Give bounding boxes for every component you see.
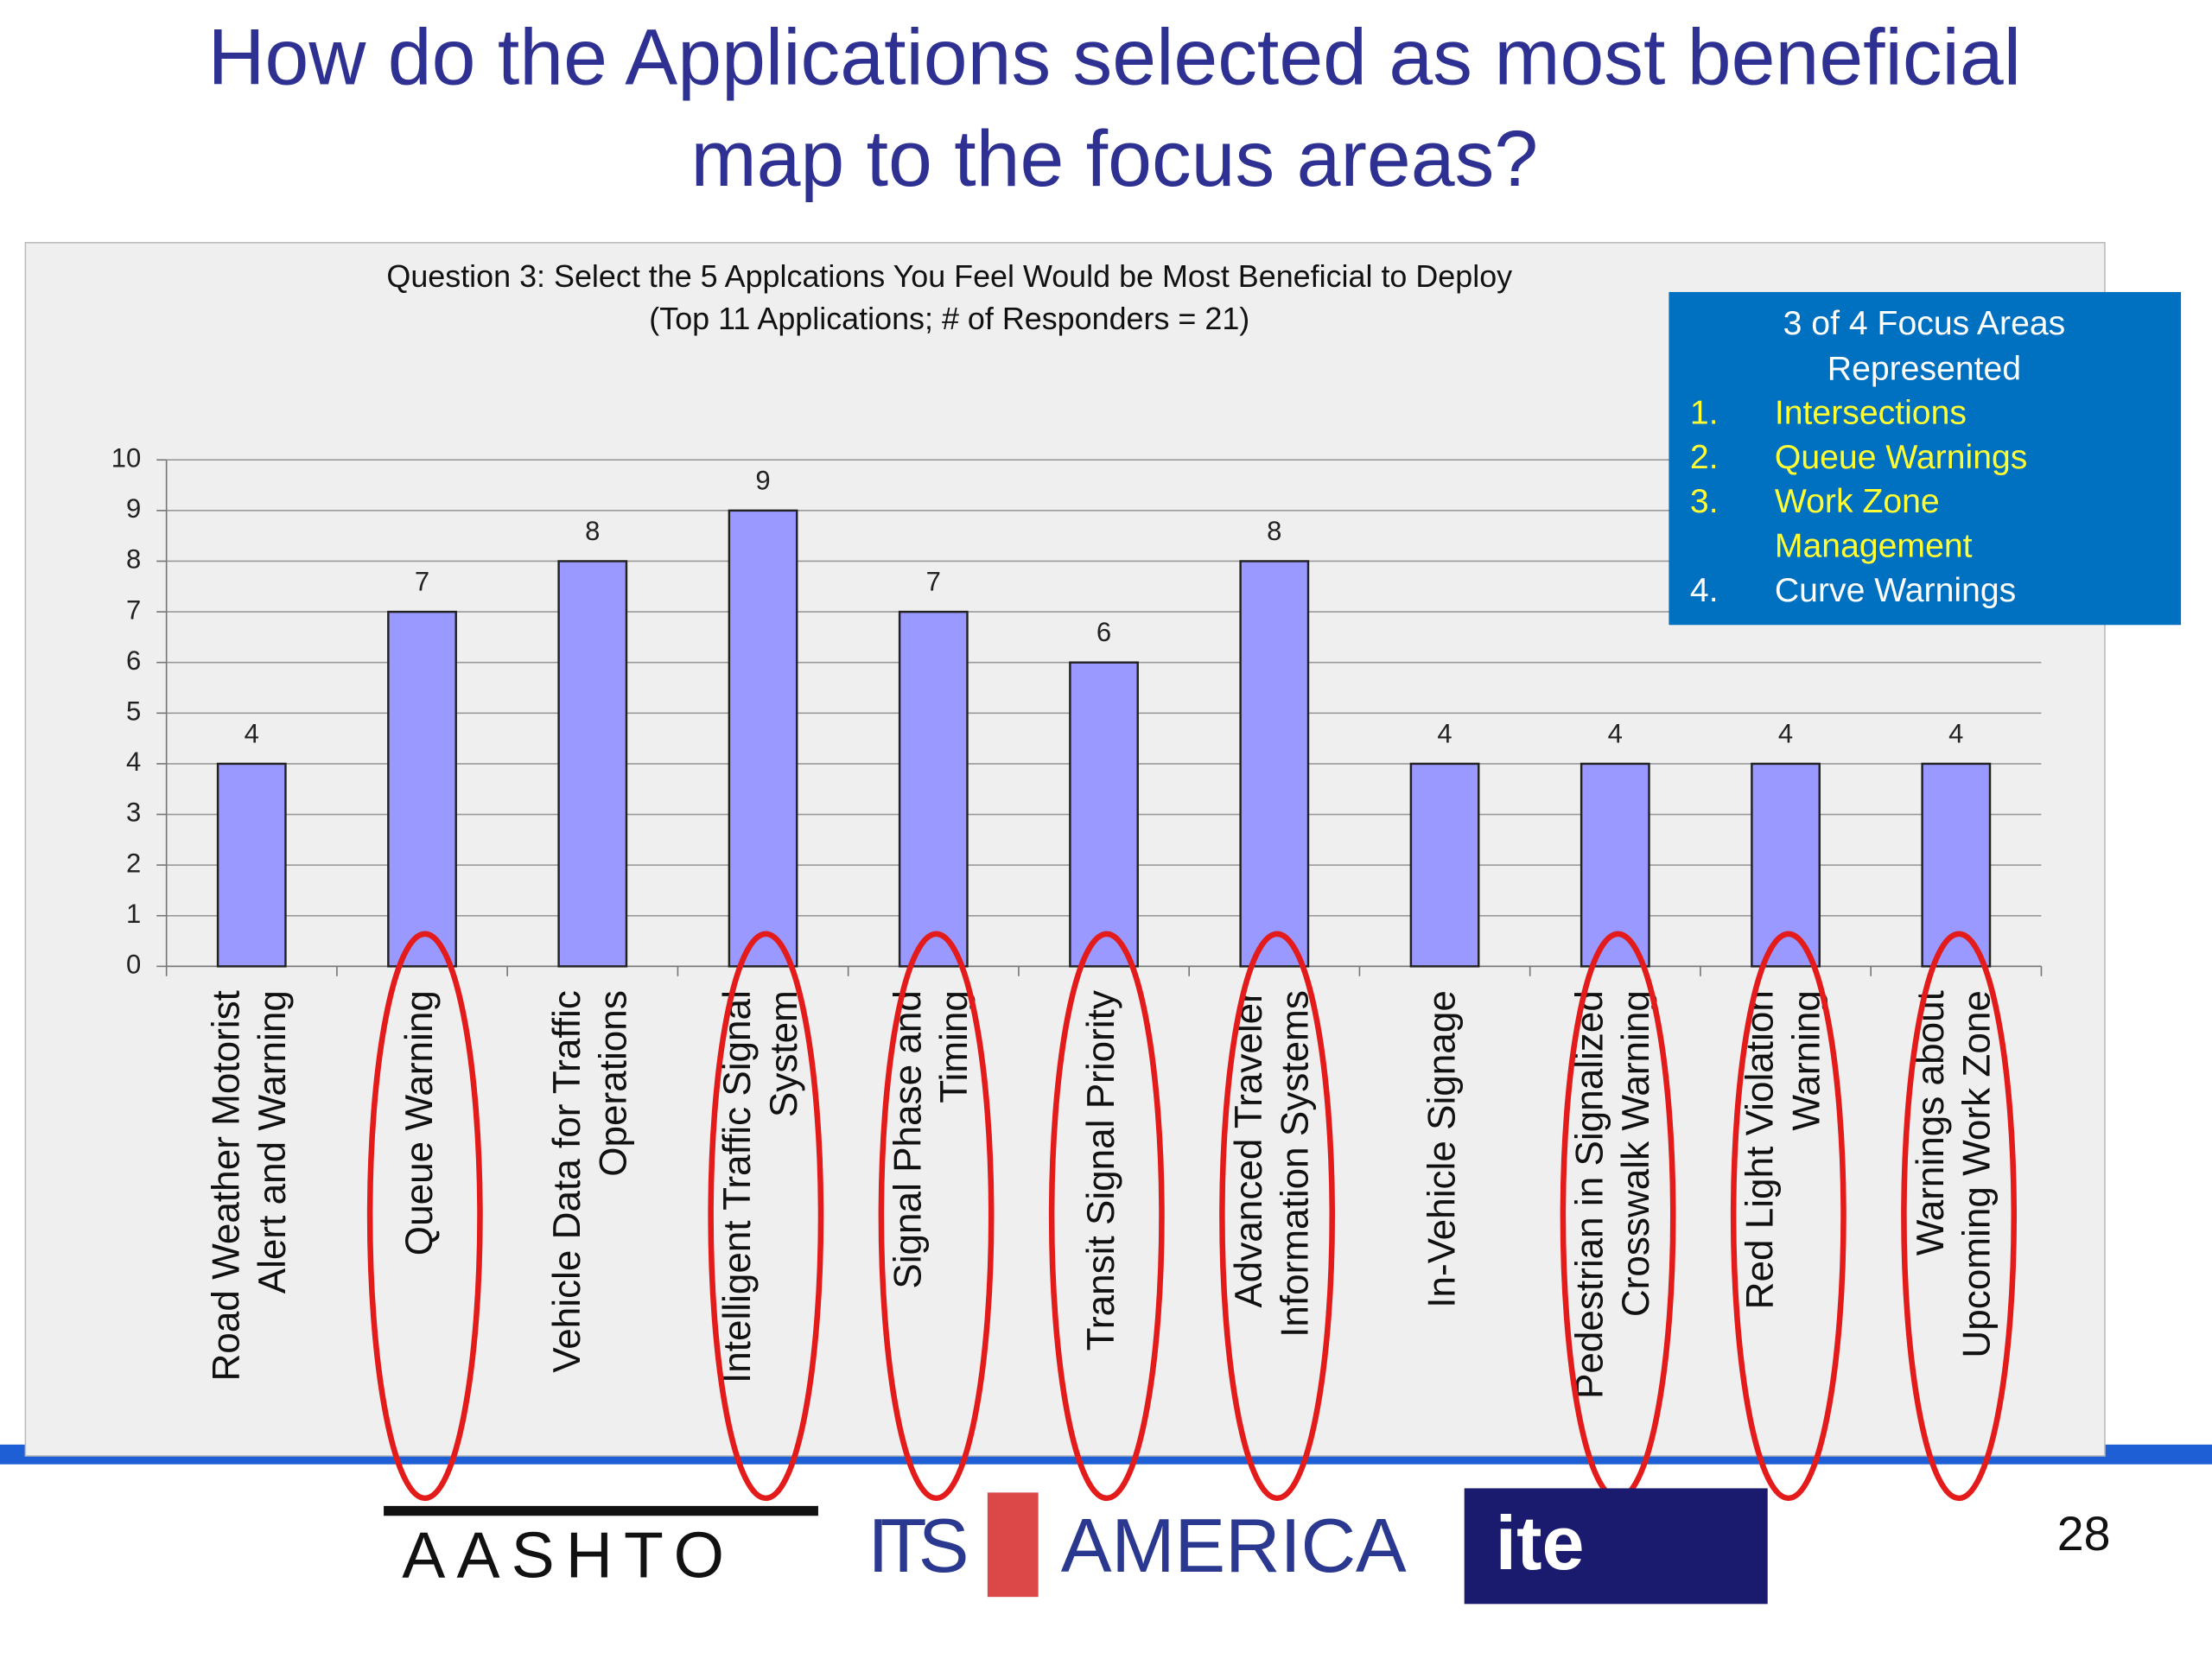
x-tick-label: Red Light Violation Warning: [1738, 990, 1827, 1309]
page-number: 28: [2057, 1507, 2111, 1560]
data-label: 4: [1778, 718, 1793, 748]
x-tick-label: Warnings about Upcoming Work Zone: [1910, 990, 1999, 1357]
y-tick-label: 9: [126, 493, 141, 524]
callout-box: [1669, 291, 2182, 626]
callout-number: 2.: [1690, 439, 1719, 476]
slide-title: How do the Applications selected as most…: [208, 14, 2021, 204]
highlight-circle: [1730, 931, 1847, 1502]
data-label: 8: [1267, 516, 1281, 546]
y-tick-label: 6: [126, 645, 141, 676]
x-tick-label: In-Vehicle Signage: [1421, 990, 1464, 1308]
callout-item: Curve Warnings: [1775, 572, 2016, 609]
highlight-circle: [878, 931, 995, 1502]
data-label: 4: [1948, 718, 1963, 748]
bar: [898, 610, 969, 968]
logo-its: ITS: [868, 1503, 969, 1588]
logo-america: AMERICA: [1061, 1503, 1407, 1588]
highlight-circle: [1048, 931, 1165, 1502]
logo-ite-box: [1464, 1488, 1768, 1605]
callout-heading: 3 of 4 Focus Areas Represented: [1783, 305, 2066, 387]
data-label: 9: [755, 465, 770, 495]
y-tick-label: 5: [126, 696, 141, 726]
y-tick-label: 1: [126, 899, 141, 929]
data-label: 8: [585, 516, 600, 546]
bar: [1409, 762, 1480, 968]
data-label: 4: [245, 718, 259, 748]
bar: [1239, 560, 1310, 968]
y-tick-label: 4: [126, 747, 141, 777]
bar: [216, 762, 287, 968]
y-tick-label: 7: [126, 594, 141, 625]
callout-list: 1. Intersections 2. Queue Warnings 3. Work Zo…: [1690, 394, 2027, 609]
y-tick-label: 10: [111, 442, 142, 473]
highlight-circle: [1219, 931, 1336, 1502]
callout-item: Queue Warnings: [1775, 439, 2028, 476]
bar: [1069, 661, 1139, 968]
x-tick-label: Advanced Traveler Information Systems: [1228, 990, 1317, 1338]
data-label: 4: [1608, 718, 1623, 748]
highlight-circle: [366, 931, 483, 1502]
logo-aashto: AASHTO: [402, 1519, 735, 1592]
callout-item: Work Zone Management: [1775, 483, 1973, 564]
x-tick-label: Queue Warning: [398, 990, 441, 1255]
x-tick-label: Road Weather Motorist Alert and Warning: [205, 990, 294, 1381]
x-tick-label: Pedestrian in Signalized Crosswalk Warnin…: [1568, 990, 1657, 1399]
y-tick-label: 3: [126, 798, 141, 828]
logo-ite: ite: [1496, 1500, 1585, 1586]
y-tick-label: 8: [126, 544, 141, 575]
chart-title: Question 3: Select the 5 Applcations You…: [386, 259, 1512, 337]
highlight-circle: [1901, 931, 2018, 1502]
x-tick-label: Vehicle Data for Traffic Operations: [545, 990, 634, 1373]
data-label: 6: [1096, 617, 1111, 647]
callout-number: 4.: [1690, 572, 1719, 609]
data-label: 4: [1437, 718, 1452, 748]
y-tick-label: 2: [126, 848, 141, 878]
plot: 0 1 2 3 4 5 6 7 8 9 10 4 Road Weather Motorist Alert …: [111, 442, 2043, 1502]
bar: [387, 610, 457, 968]
logo-flag: [987, 1492, 1039, 1598]
callout-item: Intersections: [1775, 394, 1967, 431]
callout-number: 1.: [1690, 394, 1719, 431]
bar: [1921, 762, 1992, 968]
x-tick-label: Transit Signal Priority: [1080, 990, 1122, 1351]
highlight-circle: [708, 931, 824, 1502]
bar: [557, 560, 628, 968]
data-label: 7: [926, 567, 941, 597]
y-tick-label: 0: [126, 950, 141, 980]
data-label: 7: [415, 567, 429, 597]
callout-number: 3.: [1690, 483, 1719, 520]
bar: [728, 509, 798, 968]
